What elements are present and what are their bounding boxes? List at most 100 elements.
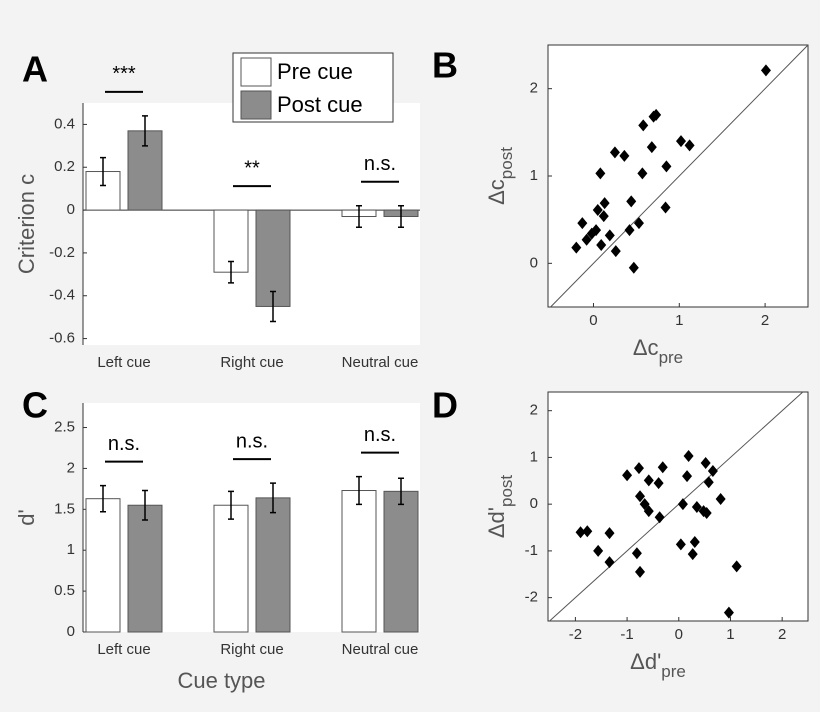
error-bar [142, 115, 148, 147]
x-tick-label: Right cue [220, 641, 283, 658]
point [631, 547, 642, 560]
point [683, 450, 694, 463]
y-tick-label: 0.2 [54, 158, 75, 175]
xlabel-sub: pre [659, 348, 684, 367]
x-tick-label: 0 [589, 312, 597, 329]
xlabel-label: Δd'pre [630, 649, 686, 681]
point [610, 245, 621, 258]
point [700, 457, 711, 470]
x-tick-label: -1 [620, 626, 633, 643]
point [687, 548, 698, 561]
point [638, 119, 649, 132]
point [586, 227, 597, 240]
y-tick-label: 0 [530, 254, 538, 271]
bar [213, 504, 249, 633]
point [689, 536, 700, 549]
y-tick-label: -2 [525, 589, 538, 606]
y-tick-label: -0.6 [49, 330, 75, 347]
point [581, 233, 592, 246]
significance-label: ** [244, 157, 260, 179]
identity-line [550, 44, 809, 308]
point [731, 560, 742, 573]
y-tick-label: 1 [530, 167, 538, 184]
error-bar [356, 205, 362, 228]
point [723, 606, 734, 619]
error-bar [100, 156, 106, 187]
point [675, 538, 686, 551]
y-tick-label: 0 [67, 201, 75, 218]
point [676, 135, 687, 148]
point [593, 544, 604, 557]
y-tick-label: 1.5 [54, 500, 75, 517]
ylabel-main: Δd' [484, 507, 509, 538]
y-tick-label: -1 [525, 542, 538, 559]
ylabel-label: Δcpost [484, 147, 516, 205]
y-tick-label: 1 [530, 448, 538, 465]
point [633, 462, 644, 475]
significance-label: n.s. [236, 430, 268, 452]
point [635, 490, 646, 503]
xlabel-main: Δc [633, 335, 659, 360]
point [604, 556, 615, 569]
bar [383, 490, 419, 633]
error-bar [398, 205, 404, 228]
point [622, 469, 633, 482]
legend-swatch [240, 57, 272, 87]
point [653, 477, 664, 490]
xlabel-sub: pre [661, 662, 686, 681]
point [599, 197, 610, 210]
significance-label: n.s. [364, 424, 396, 446]
x-tick-label: 2 [761, 312, 769, 329]
point [646, 141, 657, 154]
error-bar [228, 490, 234, 520]
significance-label: *** [112, 63, 136, 85]
bar [127, 504, 163, 633]
identity-line [549, 391, 804, 622]
point [643, 505, 654, 518]
bar [255, 497, 291, 633]
y-tick-label: 2.5 [54, 419, 75, 436]
y-tick-label: 0.4 [54, 115, 75, 132]
point [628, 261, 639, 274]
point [760, 64, 771, 77]
point [626, 195, 637, 208]
point [598, 210, 609, 223]
y-tick-label: 2 [530, 402, 538, 419]
ylabel-sub: post [497, 147, 516, 179]
y-tick-label: 0 [67, 623, 75, 640]
ylabel-label: Δd'post [484, 475, 516, 539]
point [604, 229, 615, 242]
legend-label: Post cue [277, 92, 363, 117]
point [654, 511, 665, 524]
point [596, 238, 607, 251]
error-bar [228, 260, 234, 284]
y-tick-label: 2 [67, 459, 75, 476]
point [657, 461, 668, 474]
error-bar [142, 489, 148, 521]
point [660, 201, 671, 214]
bar [85, 498, 121, 633]
point [571, 241, 582, 254]
panel-label: B [432, 45, 458, 86]
point [691, 500, 702, 513]
point [661, 160, 672, 173]
y-tick-label: 0.5 [54, 582, 75, 599]
y-tick-label: 1 [67, 541, 75, 558]
point [715, 493, 726, 506]
point [677, 498, 688, 511]
panel-label: C [22, 385, 48, 426]
point [582, 525, 593, 538]
significance-label: n.s. [108, 433, 140, 455]
panel-label: D [432, 385, 458, 426]
point [648, 110, 659, 123]
x-tick-label: Left cue [97, 641, 150, 658]
error-bar [100, 484, 106, 513]
point [684, 139, 695, 152]
point [577, 217, 588, 230]
point [604, 527, 615, 540]
x-tick-label: Right cue [220, 354, 283, 371]
point [595, 167, 606, 180]
x-tick-label: Neutral cue [342, 641, 419, 658]
point [635, 565, 646, 578]
